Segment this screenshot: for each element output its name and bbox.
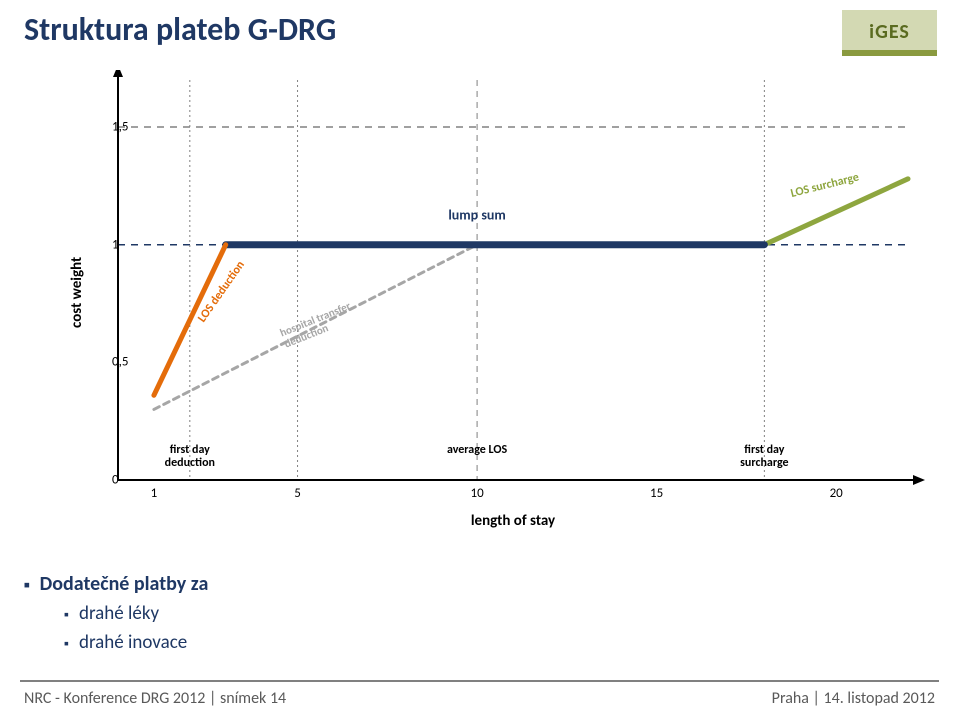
- x-axis-label: length of stay: [471, 512, 555, 530]
- y-axis-arrow: [113, 70, 123, 77]
- logo-bar: [842, 50, 937, 56]
- bullet-sub: drahé léky: [64, 602, 208, 625]
- x-tick-label: 1: [151, 486, 158, 501]
- x-annotation: first daydeduction: [165, 444, 215, 470]
- bullet-list: Dodatečné platby za drahé léky drahé ino…: [24, 572, 208, 654]
- bullet-sub-text: drahé inovace: [79, 631, 187, 654]
- x-tick-label: 10: [470, 486, 483, 501]
- bullet-top-text: Dodatečné platby za: [40, 572, 209, 596]
- logo-text: iGES: [842, 20, 937, 44]
- x-tick-label: 15: [650, 486, 663, 501]
- chart-plot: [50, 70, 928, 500]
- logo: iGES: [842, 10, 937, 56]
- bullet-sub: drahé inovace: [64, 631, 208, 654]
- bullet-top: Dodatečné platby za: [24, 572, 208, 596]
- footer-left: NRC - Konference DRG 2012 | snímek 14: [24, 689, 286, 708]
- x-annotation: first daysurcharge: [740, 444, 788, 470]
- x-tick-label: 5: [294, 486, 301, 501]
- bullet-sub-text: drahé léky: [79, 602, 159, 625]
- cost-weight-chart: 00,511,515101520first daydeductionaverag…: [50, 70, 920, 560]
- footer-right: Praha | 14. listopad 2012: [772, 689, 935, 708]
- x-annotation: average LOS: [447, 444, 507, 457]
- slide: { "title": "Struktura plateb G-DRG", "lo…: [0, 0, 959, 718]
- chart-label: lump sum: [448, 209, 506, 224]
- footer-divider: [20, 680, 939, 682]
- y-axis-label: cost weight: [68, 257, 86, 328]
- series-deduction: [154, 245, 226, 396]
- x-tick-label: 20: [830, 486, 843, 501]
- page-title: Struktura plateb G-DRG: [24, 10, 336, 49]
- x-axis-arrow: [913, 475, 925, 485]
